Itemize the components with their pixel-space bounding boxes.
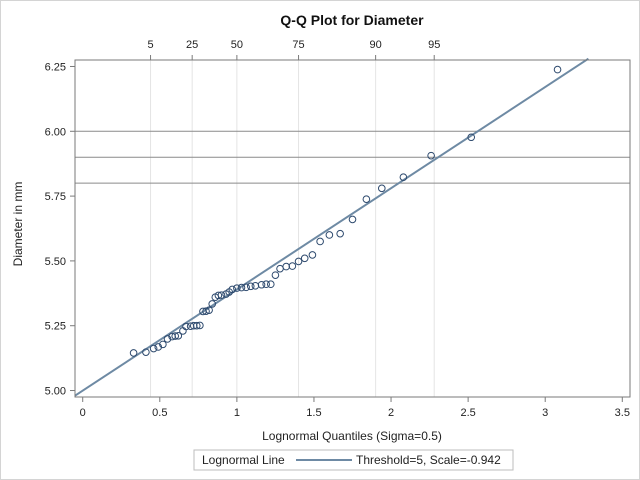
percentile-grid bbox=[150, 60, 435, 397]
x-tick-label: 0 bbox=[80, 407, 86, 419]
data-point bbox=[233, 284, 241, 292]
data-point bbox=[149, 344, 158, 353]
x-tick-label: 2 bbox=[388, 407, 394, 419]
x-tick-label: 1.5 bbox=[306, 407, 321, 419]
fit-line bbox=[74, 57, 589, 397]
data-point bbox=[553, 65, 562, 74]
percentile-tick-label: 95 bbox=[428, 39, 440, 51]
data-point bbox=[163, 335, 172, 343]
percentile-tick-label: 25 bbox=[186, 39, 198, 51]
data-point bbox=[129, 349, 138, 357]
data-point bbox=[282, 262, 291, 271]
x-tick-label: 0.5 bbox=[152, 407, 167, 419]
data-points bbox=[129, 65, 562, 357]
legend-entry: Threshold=5, Scale=-0.942 bbox=[356, 453, 501, 467]
data-point bbox=[196, 321, 204, 330]
y-tick-label: 5.50 bbox=[45, 256, 66, 268]
data-point bbox=[348, 215, 357, 224]
data-point bbox=[399, 173, 408, 181]
data-point bbox=[182, 322, 190, 331]
data-point bbox=[142, 348, 150, 356]
data-point bbox=[208, 300, 217, 308]
data-point bbox=[202, 307, 210, 315]
reference-lines bbox=[75, 130, 630, 184]
y-tick-label: 6.25 bbox=[45, 61, 66, 73]
data-point bbox=[205, 306, 213, 314]
data-point bbox=[192, 321, 201, 330]
y-axis-ticks: 5.00 5.25 5.50 5.75 6.00 6.25 bbox=[45, 61, 75, 398]
legend-title: Lognormal Line bbox=[202, 453, 285, 467]
x-axis-title: Lognormal Quantiles (Sigma=0.5) bbox=[262, 429, 442, 443]
legend: Lognormal Line Threshold=5, Scale=-0.942 bbox=[193, 449, 514, 471]
data-point bbox=[467, 133, 476, 142]
data-point bbox=[316, 237, 324, 246]
data-point bbox=[294, 257, 303, 266]
y-tick-label: 5.25 bbox=[45, 321, 66, 333]
percentile-tick-label: 75 bbox=[292, 39, 304, 51]
data-point bbox=[325, 231, 334, 239]
percentile-tick-label: 90 bbox=[370, 39, 382, 51]
y-tick-label: 6.00 bbox=[45, 126, 66, 138]
legend-box bbox=[193, 449, 514, 471]
data-point bbox=[362, 195, 371, 204]
percentile-tick-label: 50 bbox=[231, 39, 243, 51]
data-point bbox=[288, 262, 297, 270]
x-tick-label: 3 bbox=[542, 407, 548, 419]
x-tick-label: 2.5 bbox=[460, 407, 475, 419]
data-point bbox=[246, 282, 255, 291]
data-point bbox=[214, 291, 223, 300]
data-point bbox=[228, 285, 237, 294]
y-tick-label: 5.75 bbox=[45, 191, 66, 203]
data-point bbox=[276, 264, 284, 273]
data-point bbox=[174, 332, 183, 340]
x-tick-label: 1 bbox=[234, 407, 240, 419]
percentile-axis-ticks: 5 25 50 75 90 95 bbox=[147, 39, 440, 60]
data-point bbox=[217, 291, 226, 299]
data-point bbox=[262, 280, 270, 289]
data-point bbox=[266, 280, 275, 289]
data-point bbox=[237, 283, 246, 292]
y-tick-label: 5.00 bbox=[45, 386, 66, 398]
data-point bbox=[242, 283, 250, 292]
data-point bbox=[159, 340, 167, 349]
y-axis-title: Diameter in mm bbox=[11, 182, 25, 267]
data-point bbox=[308, 251, 317, 259]
data-point bbox=[300, 254, 309, 263]
data-point bbox=[257, 280, 266, 289]
data-point bbox=[427, 151, 435, 160]
x-axis-ticks: 0 0.5 1 1.5 2 2.5 3 3.5 bbox=[80, 397, 630, 419]
chart-title: Q-Q Plot for Diameter bbox=[280, 12, 424, 28]
data-point bbox=[271, 271, 280, 279]
data-point bbox=[336, 229, 344, 238]
data-point bbox=[377, 184, 386, 193]
data-point bbox=[171, 332, 180, 340]
x-tick-label: 3.5 bbox=[615, 407, 630, 419]
percentile-tick-label: 5 bbox=[147, 39, 153, 51]
data-point bbox=[251, 281, 260, 290]
fit-line-group bbox=[74, 57, 589, 397]
plot-area-border bbox=[74, 59, 631, 398]
